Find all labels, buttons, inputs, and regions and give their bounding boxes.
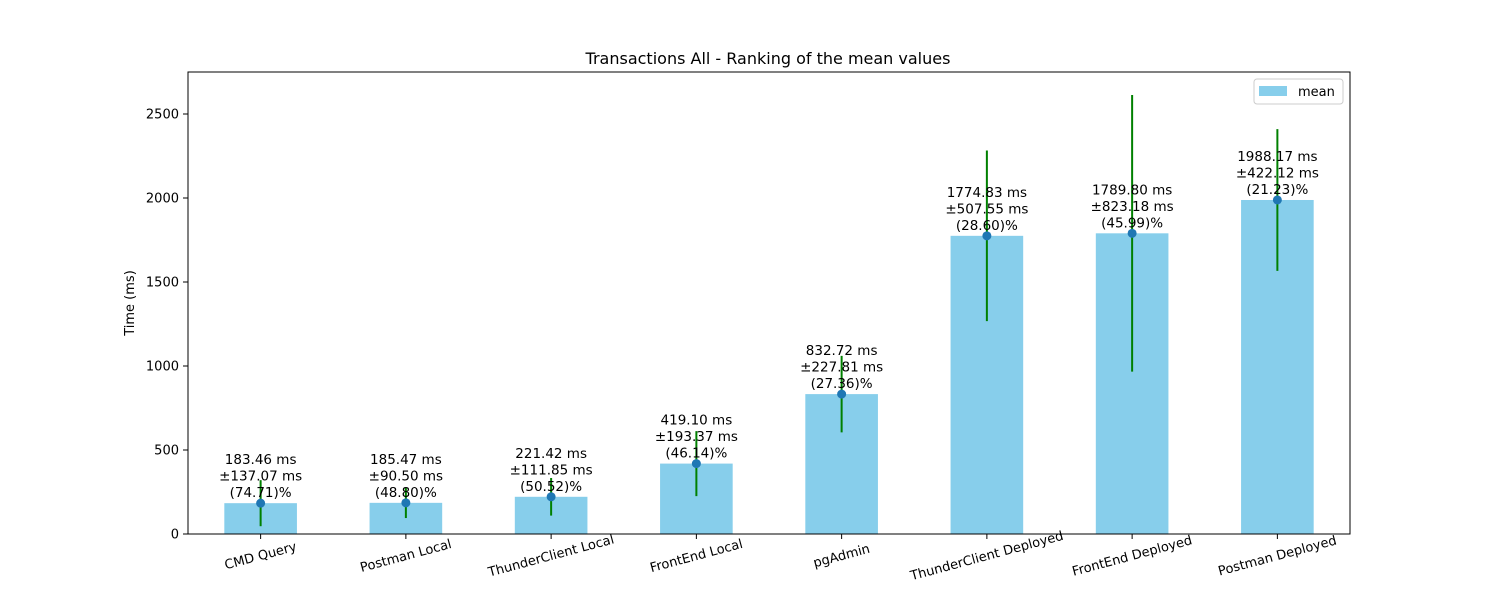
- mean-marker: [1272, 195, 1282, 205]
- data-label: 1988.17 ms: [1237, 149, 1317, 165]
- data-label: ±111.85 ms: [510, 462, 593, 478]
- mean-marker: [982, 231, 992, 241]
- mean-marker: [1127, 228, 1137, 238]
- data-label: 1789.80 ms: [1092, 182, 1172, 198]
- legend-label: mean: [1298, 85, 1335, 100]
- data-label: (45.99)%: [1101, 215, 1163, 231]
- y-tick-label: 1000: [146, 360, 179, 375]
- x-tick-label: ThunderClient Local: [486, 532, 616, 580]
- x-tick-label: CMD Query: [223, 540, 299, 574]
- y-axis-label: Time (ms): [123, 270, 138, 337]
- mean-marker: [401, 498, 411, 508]
- data-label: ±90.50 ms: [369, 468, 443, 484]
- data-label: ±422.12 ms: [1236, 165, 1319, 181]
- x-tick-label: Postman Deployed: [1217, 533, 1339, 579]
- data-label: 221.42 ms: [515, 446, 587, 462]
- data-label: 419.10 ms: [661, 413, 733, 429]
- y-tick-label: 500: [154, 444, 179, 459]
- data-label: ±507.55 ms: [945, 201, 1028, 217]
- y-tick-label: 2500: [146, 108, 179, 123]
- data-label: (50.52)%: [520, 479, 582, 495]
- data-label: ±823.18 ms: [1091, 199, 1174, 215]
- y-tick-label: 1500: [146, 276, 179, 291]
- legend: mean: [1253, 78, 1344, 105]
- data-label: ±227.81 ms: [800, 360, 883, 376]
- data-label: (27.36)%: [811, 376, 873, 392]
- plot-frame: [187, 71, 1351, 535]
- mean-marker: [546, 492, 556, 502]
- y-tick-label: 0: [171, 528, 179, 543]
- y-tick-label: 2000: [146, 192, 179, 207]
- data-label: (74.71)%: [230, 485, 292, 501]
- data-label: 1774.83 ms: [947, 185, 1027, 201]
- legend-swatch: [1259, 86, 1287, 96]
- data-label: ±137.07 ms: [219, 469, 302, 485]
- data-label: 185.47 ms: [370, 452, 442, 468]
- data-label: 832.72 ms: [806, 343, 878, 359]
- data-label: (21.23)%: [1246, 182, 1308, 198]
- x-tick-label: FrontEnd Local: [648, 537, 744, 576]
- mean-marker: [256, 498, 266, 508]
- data-label: (48.80)%: [375, 485, 437, 501]
- mean-marker: [691, 459, 701, 469]
- data-label: (28.60)%: [956, 218, 1018, 234]
- mean-marker: [837, 389, 847, 399]
- data-label: (46.14)%: [665, 446, 727, 462]
- data-label: 183.46 ms: [225, 452, 297, 468]
- x-tick-label: Postman Local: [359, 537, 454, 576]
- x-tick-label: pgAdmin: [812, 542, 872, 571]
- x-tick-label: FrontEnd Deployed: [1071, 533, 1194, 579]
- legend-box: [1253, 78, 1344, 105]
- data-label: ±193.37 ms: [655, 429, 738, 445]
- chart-title: Transactions All - Ranking of the mean v…: [585, 49, 951, 68]
